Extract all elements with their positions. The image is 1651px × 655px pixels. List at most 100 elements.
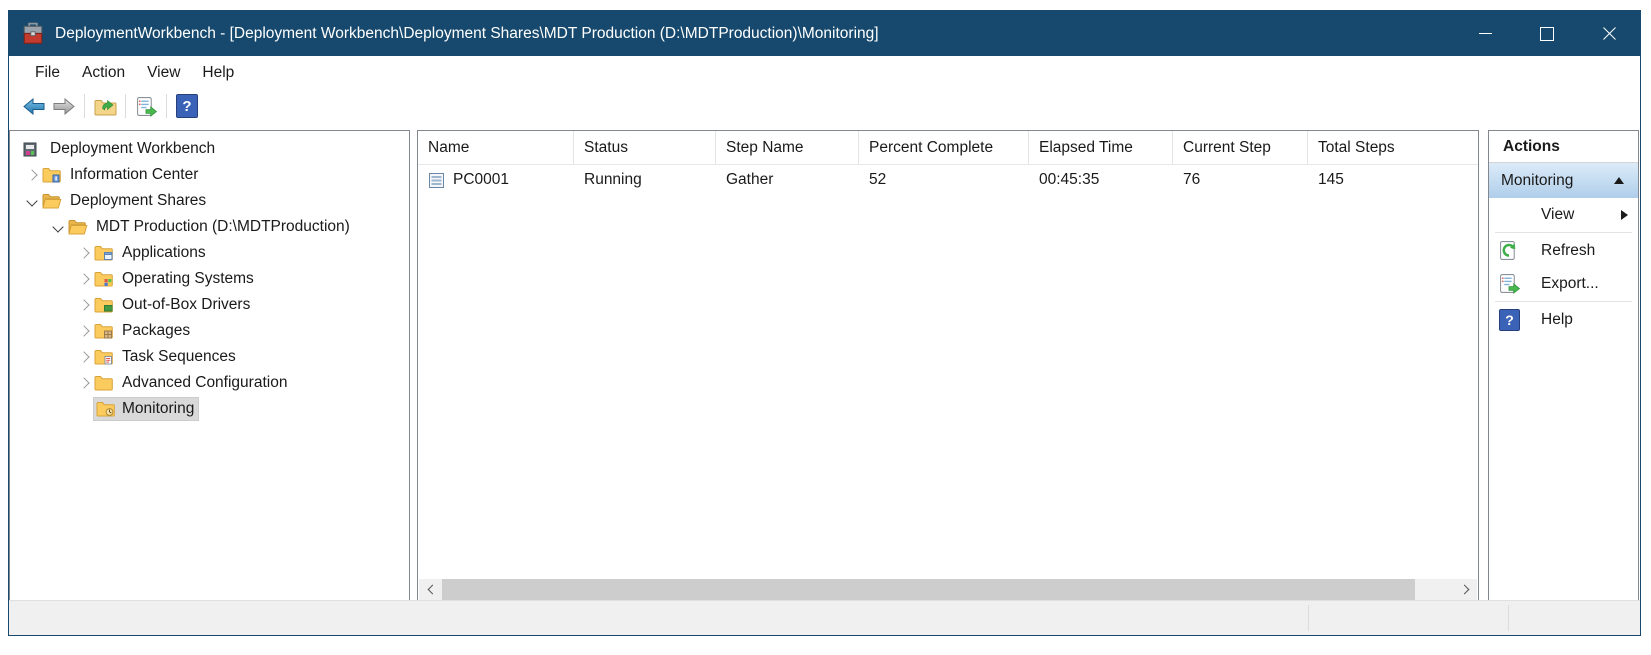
up-one-level-button[interactable] <box>90 92 120 120</box>
actions-section-monitoring[interactable]: Monitoring <box>1489 163 1638 198</box>
export-list-button[interactable] <box>131 92 161 120</box>
column-header-status[interactable]: Status <box>574 131 716 164</box>
export-list-icon <box>136 96 157 117</box>
horizontal-scrollbar[interactable] <box>419 579 1477 600</box>
chevron-left-icon <box>427 584 437 595</box>
submenu-arrow-icon <box>1621 209 1628 220</box>
actions-separator <box>1495 232 1632 233</box>
cell-current-step: 76 <box>1183 171 1201 188</box>
folder-applications-icon <box>94 244 114 262</box>
action-refresh[interactable]: Refresh <box>1489 234 1638 267</box>
tree-label: Deployment Shares <box>70 192 207 209</box>
chevron-down-icon <box>52 221 64 233</box>
menu-bar: File Action View Help <box>9 56 1640 89</box>
chevron-down-icon <box>26 195 38 207</box>
scrollbar-track[interactable] <box>442 579 1454 600</box>
status-bar <box>9 600 1640 635</box>
help-icon: ? <box>176 94 198 118</box>
tree-item-information-center[interactable]: Information Center <box>10 162 409 188</box>
minimize-button[interactable] <box>1454 11 1516 56</box>
menu-action[interactable]: Action <box>81 63 126 81</box>
scrollbar-thumb[interactable] <box>442 579 1415 600</box>
status-bar-separator <box>1508 605 1509 631</box>
chevron-right-icon <box>78 273 90 285</box>
tree-label: MDT Production (D:\MDTProduction) <box>96 218 350 235</box>
cell-name: PC0001 <box>418 165 574 195</box>
action-export[interactable]: Export... <box>1489 267 1638 300</box>
computer-list-icon <box>428 172 446 189</box>
folder-open-icon <box>42 192 62 210</box>
forward-arrow-icon <box>53 97 75 115</box>
back-button[interactable] <box>19 92 49 120</box>
actions-header: Actions <box>1489 131 1638 163</box>
menu-help[interactable]: Help <box>202 63 235 81</box>
list-header: Name Status Step Name Percent Complete E… <box>418 131 1478 165</box>
action-view[interactable]: View <box>1489 198 1638 231</box>
table-row[interactable]: PC0001 Running Gather 52 00:45:35 76 145 <box>418 165 1478 195</box>
folder-monitoring-icon <box>96 400 116 418</box>
maximize-icon <box>1540 26 1554 41</box>
results-pane: Name Status Step Name Percent Complete E… <box>417 130 1479 602</box>
collapse-section-icon[interactable] <box>1614 177 1624 184</box>
maximize-button[interactable] <box>1516 11 1578 56</box>
menu-file[interactable]: File <box>35 63 60 81</box>
app-toolbox-icon <box>21 22 45 46</box>
window-title: DeploymentWorkbench - [Deployment Workbe… <box>55 24 879 42</box>
column-header-percent-complete[interactable]: Percent Complete <box>859 131 1029 164</box>
chevron-right-icon <box>78 247 90 259</box>
folder-up-icon <box>94 99 116 115</box>
tree-item-applications[interactable]: Applications <box>10 240 409 266</box>
folder-information-center-icon <box>42 166 62 184</box>
scroll-left-button[interactable] <box>419 579 442 600</box>
cell-elapsed-time: 00:45:35 <box>1039 171 1100 188</box>
folder-operating-systems-icon <box>94 270 114 288</box>
folder-open-icon <box>68 218 88 236</box>
tree-item-deployment-shares[interactable]: Deployment Shares <box>10 188 409 214</box>
scroll-right-button[interactable] <box>1454 579 1477 600</box>
tree-label: Applications <box>122 244 206 261</box>
column-header-elapsed-time[interactable]: Elapsed Time <box>1029 131 1173 164</box>
chevron-right-icon <box>26 169 38 181</box>
tree-item-packages[interactable]: Packages <box>10 318 409 344</box>
tree-label: Information Center <box>70 166 199 183</box>
toolbar: ? <box>9 89 1640 124</box>
app-window: DeploymentWorkbench - [Deployment Workbe… <box>8 10 1641 636</box>
action-help[interactable]: ? Help <box>1489 303 1638 336</box>
actions-pane: Actions Monitoring View <box>1488 130 1639 602</box>
title-bar: DeploymentWorkbench - [Deployment Workbe… <box>9 11 1640 56</box>
workbench-icon <box>22 140 42 158</box>
status-bar-separator <box>1308 605 1309 631</box>
actions-section-label: Monitoring <box>1501 171 1574 189</box>
tree-label: Deployment Workbench <box>50 140 216 157</box>
cell-total-steps: 145 <box>1318 171 1344 188</box>
chevron-right-icon <box>78 377 90 389</box>
tree-label: Monitoring <box>122 400 195 417</box>
folder-drivers-icon <box>94 296 114 314</box>
tree-item-deployment-workbench[interactable]: Deployment Workbench <box>10 136 409 162</box>
tree-label: Advanced Configuration <box>122 374 288 391</box>
forward-button[interactable] <box>49 92 79 120</box>
column-header-current-step[interactable]: Current Step <box>1173 131 1308 164</box>
tree-item-mdt-production[interactable]: MDT Production (D:\MDTProduction) <box>10 214 409 240</box>
refresh-icon <box>1499 240 1521 262</box>
folder-icon <box>94 374 114 392</box>
column-header-name[interactable]: Name <box>418 131 574 164</box>
tree-item-task-sequences[interactable]: Task Sequences <box>10 344 409 370</box>
tree-item-advanced-configuration[interactable]: Advanced Configuration <box>10 370 409 396</box>
cell-status: Running <box>584 171 642 188</box>
help-icon: ? <box>1499 308 1520 331</box>
selected-tree-item[interactable]: Monitoring <box>92 397 200 421</box>
minimize-icon <box>1478 33 1492 34</box>
tree-item-operating-systems[interactable]: Operating Systems <box>10 266 409 292</box>
export-icon <box>1499 273 1521 295</box>
tree-item-monitoring[interactable]: Monitoring <box>10 396 409 422</box>
toolbar-help-button[interactable]: ? <box>172 92 202 120</box>
tree-item-out-of-box-drivers[interactable]: Out-of-Box Drivers <box>10 292 409 318</box>
folder-packages-icon <box>94 322 114 340</box>
window-controls <box>1454 11 1640 56</box>
content-area: Deployment Workbench Information Center <box>9 123 1640 602</box>
column-header-total-steps[interactable]: Total Steps <box>1318 138 1395 156</box>
close-button[interactable] <box>1578 11 1640 56</box>
column-header-step-name[interactable]: Step Name <box>716 131 859 164</box>
menu-view[interactable]: View <box>147 63 181 81</box>
